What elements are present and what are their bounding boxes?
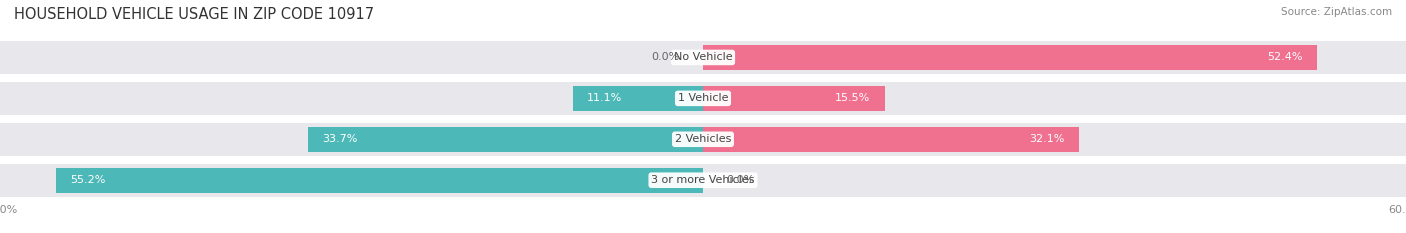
Bar (0, 82, 1406, 115)
Bar (0, 41, 1406, 74)
Bar (308, 127, 703, 152)
Bar (56, 168, 703, 193)
Text: 55.2%: 55.2% (70, 175, 105, 185)
Text: 0.0%: 0.0% (651, 52, 679, 62)
Text: 15.5%: 15.5% (835, 93, 870, 103)
Bar (574, 86, 703, 111)
Text: 32.1%: 32.1% (1029, 134, 1066, 144)
Text: 33.7%: 33.7% (322, 134, 357, 144)
Text: 1 Vehicle: 1 Vehicle (678, 93, 728, 103)
Text: HOUSEHOLD VEHICLE USAGE IN ZIP CODE 10917: HOUSEHOLD VEHICLE USAGE IN ZIP CODE 1091… (14, 7, 374, 22)
Bar (0, 164, 1406, 197)
Bar (703, 86, 884, 111)
Bar (703, 45, 1317, 70)
Text: 52.4%: 52.4% (1267, 52, 1303, 62)
Bar (0, 123, 1406, 156)
Text: 2 Vehicles: 2 Vehicles (675, 134, 731, 144)
Text: 0.0%: 0.0% (727, 175, 755, 185)
Text: No Vehicle: No Vehicle (673, 52, 733, 62)
Text: 3 or more Vehicles: 3 or more Vehicles (651, 175, 755, 185)
Text: 11.1%: 11.1% (588, 93, 623, 103)
Text: Source: ZipAtlas.com: Source: ZipAtlas.com (1281, 7, 1392, 17)
Bar (703, 127, 1080, 152)
